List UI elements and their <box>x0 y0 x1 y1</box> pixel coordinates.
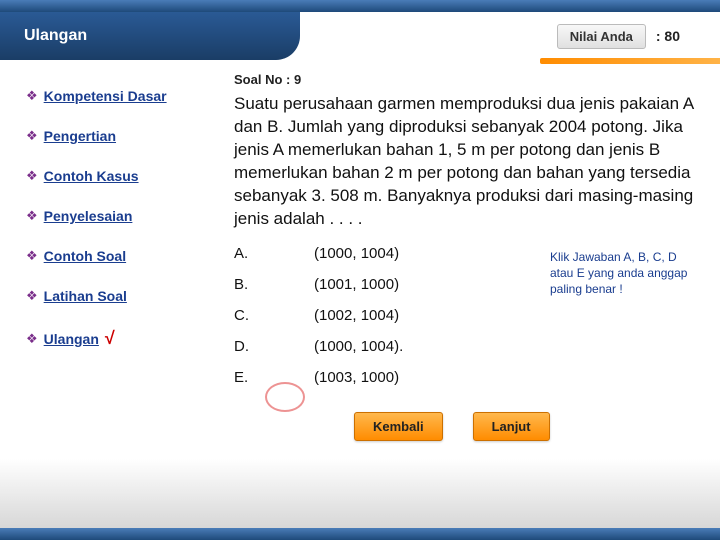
option-d[interactable]: D. (1000, 1004). <box>234 338 550 355</box>
option-b[interactable]: B. (1001, 1000) <box>234 276 550 293</box>
sidebar-item-kompetensi-dasar[interactable]: ❖ Kompetensi Dasar <box>26 88 226 104</box>
diamond-bullet-icon: ❖ <box>26 331 38 347</box>
score-container: Nilai Anda : 80 <box>557 24 720 49</box>
diamond-bullet-icon: ❖ <box>26 288 38 304</box>
sidebar-item-label: Contoh Soal <box>44 248 126 264</box>
score-value: : 80 <box>656 28 680 44</box>
hint-text: Klik Jawaban A, B, C, D atau E yang anda… <box>550 245 700 400</box>
sidebar-item-contoh-kasus[interactable]: ❖ Contoh Kasus <box>26 168 226 184</box>
diamond-bullet-icon: ❖ <box>26 248 38 264</box>
sidebar: ❖ Kompetensi Dasar ❖ Pengertian ❖ Contoh… <box>26 68 226 441</box>
sidebar-item-contoh-soal[interactable]: ❖ Contoh Soal <box>26 248 226 264</box>
checkmark-icon: √ <box>105 328 115 349</box>
diamond-bullet-icon: ❖ <box>26 168 38 184</box>
options-list: A. (1000, 1004) B. (1001, 1000) C. (1002… <box>234 245 550 400</box>
option-text: (1002, 1004) <box>314 307 399 324</box>
diamond-bullet-icon: ❖ <box>26 88 38 104</box>
sidebar-item-label: Pengertian <box>44 128 116 144</box>
content-area: Soal No : 9 Suatu perusahaan garmen memp… <box>226 68 700 441</box>
question-text: Suatu perusahaan garmen memproduksi dua … <box>234 93 700 231</box>
diamond-bullet-icon: ❖ <box>26 128 38 144</box>
option-letter: C. <box>234 307 314 324</box>
sidebar-item-ulangan[interactable]: ❖ Ulangan √ <box>26 328 226 349</box>
option-a[interactable]: A. (1000, 1004) <box>234 245 550 262</box>
sidebar-item-label: Kompetensi Dasar <box>44 88 167 104</box>
question-number: Soal No : 9 <box>234 72 700 87</box>
option-c[interactable]: C. (1002, 1004) <box>234 307 550 324</box>
options-row: A. (1000, 1004) B. (1001, 1000) C. (1002… <box>234 245 700 400</box>
option-letter: D. <box>234 338 314 355</box>
sidebar-item-label: Contoh Kasus <box>44 168 139 184</box>
sidebar-item-latihan-soal[interactable]: ❖ Latihan Soal <box>26 288 226 304</box>
sidebar-item-label: Latihan Soal <box>44 288 127 304</box>
next-button[interactable]: Lanjut <box>473 412 550 441</box>
sidebar-item-penyelesaian[interactable]: ❖ Penyelesaian <box>26 208 226 224</box>
sidebar-item-label: Ulangan <box>44 331 99 347</box>
option-text: (1000, 1004) <box>314 245 399 262</box>
nav-buttons: Kembali Lanjut <box>354 412 700 441</box>
option-e[interactable]: E. (1003, 1000) <box>234 369 550 386</box>
sidebar-item-label: Penyelesaian <box>44 208 133 224</box>
option-text: (1001, 1000) <box>314 276 399 293</box>
option-text: (1000, 1004). <box>314 338 403 355</box>
main-area: ❖ Kompetensi Dasar ❖ Pengertian ❖ Contoh… <box>0 60 720 441</box>
score-label: Nilai Anda <box>557 24 646 49</box>
sidebar-item-pengertian[interactable]: ❖ Pengertian <box>26 128 226 144</box>
option-letter: E. <box>234 369 314 386</box>
bottom-accent-bar <box>0 528 720 540</box>
top-accent-bar <box>0 0 720 12</box>
header: Ulangan Nilai Anda : 80 <box>0 12 720 60</box>
header-title-pill: Ulangan <box>0 12 300 60</box>
diamond-bullet-icon: ❖ <box>26 208 38 224</box>
page-title: Ulangan <box>24 27 87 45</box>
option-text: (1003, 1000) <box>314 369 399 386</box>
back-button[interactable]: Kembali <box>354 412 443 441</box>
option-letter: A. <box>234 245 314 262</box>
orange-accent-bar <box>540 58 720 64</box>
option-letter: B. <box>234 276 314 293</box>
